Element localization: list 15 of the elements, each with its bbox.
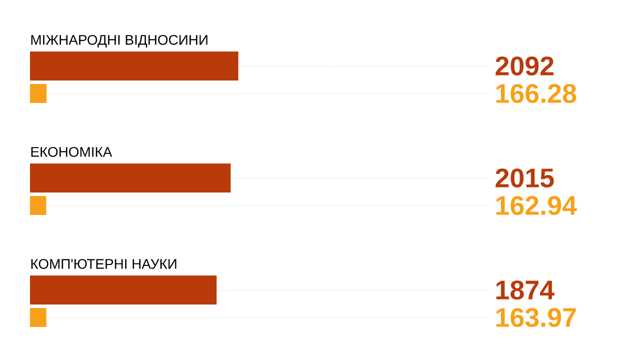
bar bbox=[30, 51, 238, 80]
bar bbox=[30, 163, 231, 193]
y-tick-label: МІЖНАРОДНІ ВІДНОСИНИ bbox=[31, 34, 208, 48]
bar bbox=[30, 84, 47, 104]
y-tick-label: КОМП'ЮТЕРНІ НАУКИ bbox=[31, 258, 176, 269]
data-label: 163.97 bbox=[496, 308, 576, 328]
data-label: 1874 bbox=[496, 280, 554, 300]
data-label: 2015 bbox=[496, 168, 554, 188]
y-tick-label: ЕКОНОМІКА bbox=[31, 146, 112, 157]
bar bbox=[30, 276, 217, 305]
data-label: 162.94 bbox=[496, 196, 577, 216]
data-label: 166.28 bbox=[496, 84, 576, 104]
bar bbox=[30, 308, 46, 328]
bar bbox=[30, 196, 46, 216]
data-label: 2092 bbox=[496, 56, 554, 76]
